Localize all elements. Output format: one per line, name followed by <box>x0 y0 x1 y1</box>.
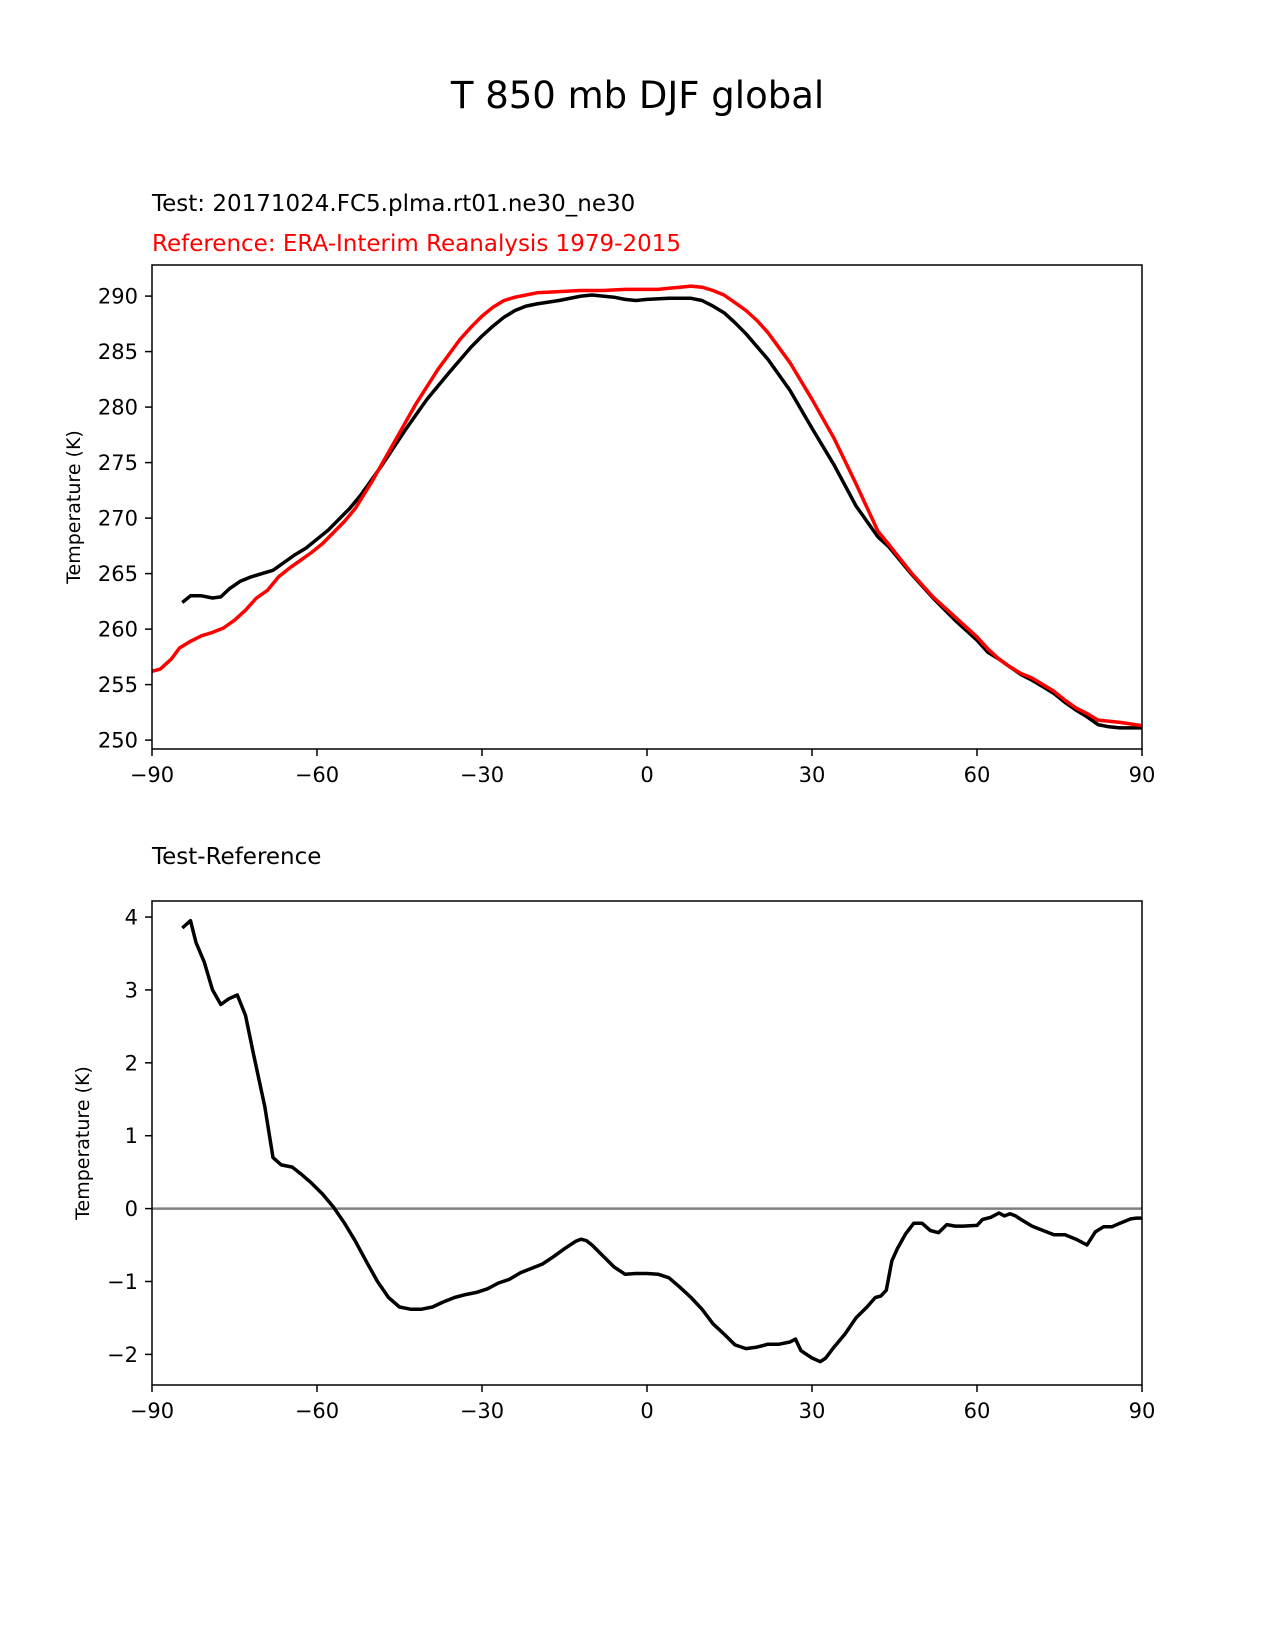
y-tick-label: 0 <box>125 1197 138 1221</box>
x-tick-label: −30 <box>460 1399 504 1423</box>
x-tick-label: 30 <box>799 1399 826 1423</box>
y-tick-label: 255 <box>98 673 138 697</box>
x-tick-label: −90 <box>130 763 174 787</box>
series-line-test <box>181 293 1142 730</box>
x-tick-label: 60 <box>964 1399 991 1423</box>
y-tick-label: 4 <box>125 906 138 930</box>
x-tick-label: −60 <box>295 1399 339 1423</box>
x-tick-label: −30 <box>460 763 504 787</box>
x-tick-label: 30 <box>799 763 826 787</box>
series-line-difference <box>181 918 1142 1364</box>
difference-panel: −90 −60 −30 0 30 60 90 −2 −1 0 1 2 3 4 Temperature (K) <box>72 900 1156 1423</box>
y-tick-label: 280 <box>98 396 138 420</box>
y-tick-label: 285 <box>98 340 138 364</box>
test-label: Test: 20171024.FC5.plma.rt01.ne30_ne30 <box>152 191 636 217</box>
temperature-panel: −90 −60 −30 0 30 60 90 250 255 260 265 270 275 280 285… <box>63 264 1156 787</box>
y-tick-label: 275 <box>98 451 138 475</box>
y-tick-label: 265 <box>98 562 138 586</box>
y-tick-label: 290 <box>98 285 138 309</box>
axes-frame <box>151 900 1143 1386</box>
y-tick-label: 270 <box>98 507 138 531</box>
y-tick-label: −1 <box>107 1270 138 1294</box>
y-tick-label: −2 <box>107 1343 138 1367</box>
x-tick-label: 90 <box>1129 1399 1156 1423</box>
y-tick-label: 250 <box>98 729 138 753</box>
y-tick-label: 260 <box>98 618 138 642</box>
x-tick-label: 0 <box>640 763 653 787</box>
x-tick-label: −60 <box>295 763 339 787</box>
x-tick-label: 90 <box>1129 763 1156 787</box>
y-tick-label: 2 <box>125 1051 138 1075</box>
y-tick-label: 1 <box>125 1124 138 1148</box>
x-tick-label: 0 <box>640 1399 653 1423</box>
figure-title: T 850 mb DJF global <box>450 74 825 117</box>
y-axis-label: Temperature (K) <box>72 1066 94 1221</box>
reference-label: Reference: ERA-Interim Reanalysis 1979-2… <box>152 231 681 257</box>
y-tick-label: 3 <box>125 978 138 1002</box>
y-axis-label: Temperature (K) <box>63 430 85 585</box>
x-tick-label: −90 <box>130 1399 174 1423</box>
difference-label: Test-Reference <box>152 844 322 870</box>
axes-frame <box>151 264 1143 750</box>
x-tick-label: 60 <box>964 763 991 787</box>
series-line-reference <box>152 284 1142 728</box>
